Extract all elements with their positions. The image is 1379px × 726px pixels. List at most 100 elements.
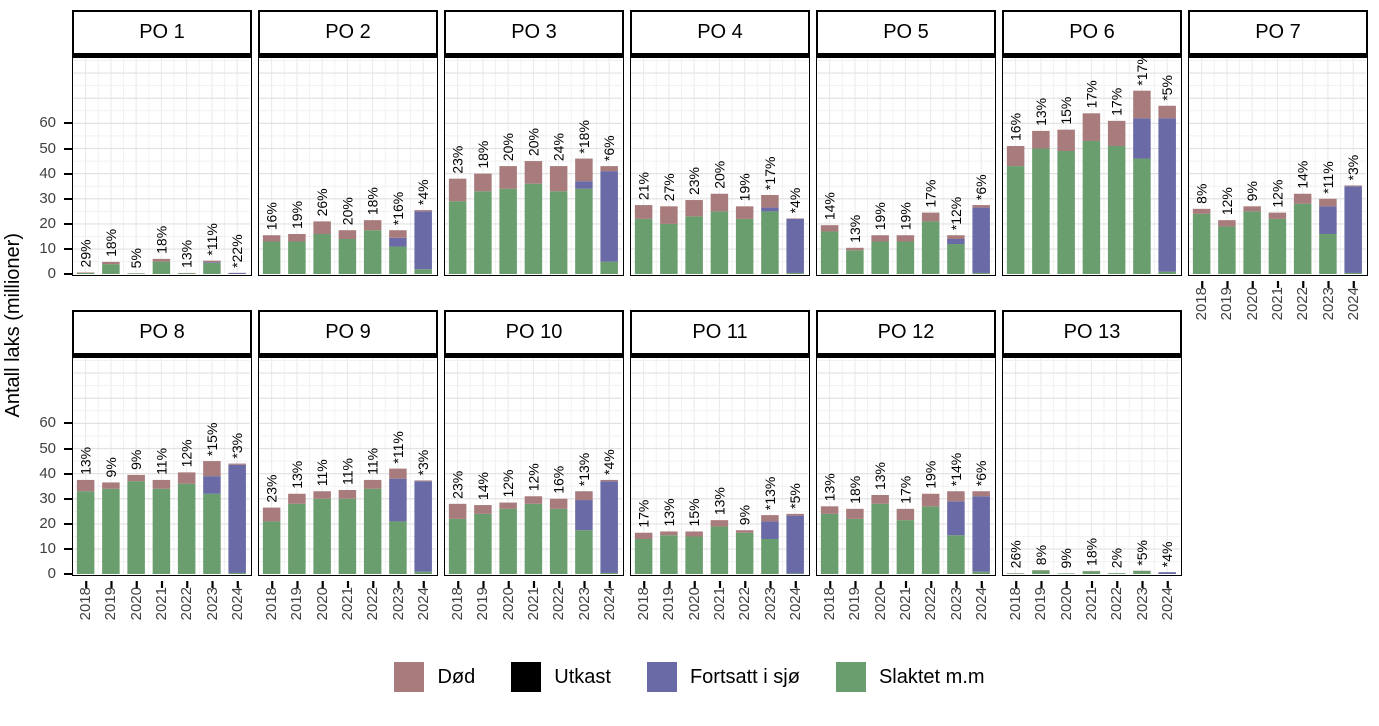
x-tick-label: 2023 <box>1133 587 1151 621</box>
x-tick-label: 2024 <box>972 587 990 621</box>
bar-percent-label: 23% <box>264 475 280 503</box>
bar-segment-dod <box>575 491 593 501</box>
bar-segment-slaktet <box>1158 271 1176 275</box>
legend-key-dod <box>394 662 425 692</box>
bar-segment-dod <box>761 515 779 522</box>
bar-segment-slaktet <box>735 532 754 575</box>
bar-percent-label: *6% <box>601 135 617 161</box>
x-axis-labels: 2018 2019 2020 2021 2022 2023 2024 <box>258 584 438 650</box>
bar-segment-dod <box>499 502 517 509</box>
bar-segment-dod <box>896 508 915 521</box>
bar-segment-fortsatt <box>947 501 965 536</box>
bar-segment-dod <box>947 235 965 240</box>
bar-segment-dod <box>363 220 382 231</box>
plot-area: 17% 13% 15% 13% 9% *13% *5% <box>630 355 810 576</box>
y-tick-mark <box>64 497 72 500</box>
bar-segment-slaktet <box>921 506 940 575</box>
y-tick-mark <box>64 248 72 251</box>
bar-segment-slaktet <box>786 272 804 275</box>
x-tick-label: 2024 <box>228 587 246 621</box>
bar-percent-label: 23% <box>686 167 702 195</box>
bar-segment-fortsatt <box>786 218 804 273</box>
legend-label: Død <box>437 665 476 688</box>
legend-key-slaktet <box>835 662 866 692</box>
bar-percent-label: 13% <box>289 461 305 489</box>
bar-percent-label: *3% <box>1345 155 1361 181</box>
x-tick-label: 2023 <box>761 587 779 621</box>
x-axis-ticks <box>1002 576 1182 588</box>
bar-percent-label: *11% <box>390 431 406 463</box>
panel-svg: 16% 19% 26% 20% 18% *16% *4% <box>259 58 436 275</box>
bar-segment-dod <box>947 491 965 502</box>
bar-percent-label: 12% <box>1269 180 1285 208</box>
bar-percent-label: *5% <box>787 483 803 509</box>
bar-segment-fortsatt <box>414 211 432 270</box>
x-tick-label: 2022 <box>550 587 568 621</box>
y-tick-label: 60 <box>39 414 56 432</box>
bar-segment-fortsatt <box>414 481 432 572</box>
bar-segment-slaktet <box>152 488 171 575</box>
bar-segment-dod <box>685 531 703 537</box>
bar-percent-label: 14% <box>822 192 838 220</box>
bar-percent-label: 18% <box>153 226 169 254</box>
bar-segment-slaktet <box>634 218 653 275</box>
facet-strip-title: PO 8 <box>72 310 252 355</box>
bar-segment-slaktet <box>1006 573 1025 575</box>
bar-segment-dod <box>389 230 407 238</box>
panel-svg: 8% 12% 9% 12% 14% *11% *3% <box>1189 58 1366 275</box>
facet-strip-title: PO 6 <box>1002 10 1182 55</box>
plot-area: 26% 8% 9% 18% 2% *5% *4% <box>1002 355 1182 576</box>
x-tick-label: 2020 <box>499 587 517 621</box>
bar-segment-dod <box>685 200 703 217</box>
bar-segment-slaktet <box>575 530 593 575</box>
bar-segment-fortsatt <box>600 171 618 262</box>
x-axis-labels: 2018 2019 2020 2021 2022 2023 2024 <box>444 584 624 650</box>
bar-segment-slaktet <box>1032 570 1050 575</box>
y-tick-mark <box>64 197 72 200</box>
plot-area: 16% 13% 15% 17% 17% *17% *5% <box>1002 55 1182 276</box>
bar-segment-slaktet <box>448 201 467 275</box>
bar-segment-dod <box>549 166 568 192</box>
bar-segment-dod <box>600 166 618 172</box>
bar-segment-dod <box>524 161 543 184</box>
plot-area: 21% 27% 23% 20% 19% *17% *4% <box>630 55 810 276</box>
plot-area: 23% 18% 20% 20% 24% *18% *6% <box>444 55 624 276</box>
x-tick-label: 2020 <box>685 587 703 621</box>
y-tick-label: 0 <box>47 265 56 283</box>
facet-strip-title: PO 1 <box>72 10 252 55</box>
bar-percent-label: 21% <box>636 172 652 200</box>
bar-segment-slaktet <box>389 521 407 575</box>
legend-label: Utkast <box>554 665 611 688</box>
bar-segment-slaktet <box>846 518 864 575</box>
bar-percent-label: 12% <box>179 439 195 467</box>
bar-percent-label: 2% <box>1109 548 1125 568</box>
x-ticks-svg <box>829 581 983 588</box>
bar-segment-slaktet <box>1107 573 1126 575</box>
x-ticks-svg <box>271 581 425 588</box>
bar-percent-label: *3% <box>229 433 245 459</box>
bar-percent-label: *18% <box>576 120 592 153</box>
bar-segment-slaktet <box>1243 211 1261 275</box>
x-tick-label: 2023 <box>389 587 407 621</box>
bar-percent-label: *4% <box>601 449 617 475</box>
bar-percent-label: 20% <box>339 197 355 225</box>
bar-percent-label: 9% <box>128 450 144 470</box>
x-tick-label: 2020 <box>1057 587 1075 621</box>
x-tick-label: 2021 <box>1083 587 1100 621</box>
bar-percent-label: *5% <box>1134 540 1150 566</box>
plot-area: 8% 12% 9% 12% 14% *11% *3% <box>1188 55 1368 276</box>
bar-segment-slaktet <box>1344 272 1362 275</box>
bar-segment-slaktet <box>177 483 196 575</box>
bar-segment-slaktet <box>896 520 915 575</box>
bar-segment-slaktet <box>499 508 517 575</box>
bar-percent-label: 17% <box>897 476 913 504</box>
x-axis-ticks <box>444 576 624 588</box>
bar-segment-dod <box>152 479 171 489</box>
bar-segment-dod <box>288 493 306 504</box>
legend-item-dod: Død <box>394 662 475 692</box>
bar-percent-label: *15% <box>204 423 220 456</box>
x-ticks-svg <box>643 581 797 588</box>
bar-segment-slaktet <box>1032 148 1050 275</box>
facet-strip-title: PO 13 <box>1002 310 1182 355</box>
y-tick-label: 20 <box>39 214 56 232</box>
